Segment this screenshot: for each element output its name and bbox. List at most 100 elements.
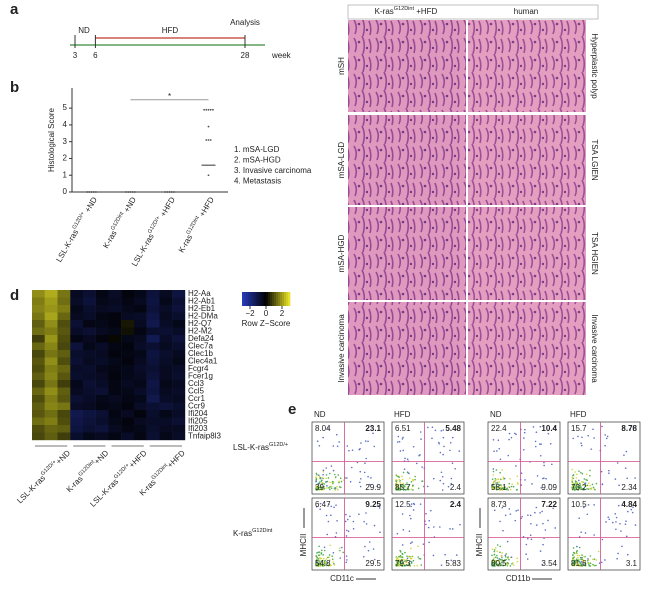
flow-event (505, 553, 508, 555)
flow-event (582, 561, 585, 564)
flow-event (409, 547, 412, 550)
label-part: +HFD (197, 195, 217, 220)
flow-event (504, 556, 507, 558)
flow-event (430, 509, 432, 512)
header-box (347, 4, 599, 20)
flow-event (574, 482, 577, 484)
flow-event (576, 545, 578, 548)
flow-event (364, 440, 367, 442)
flow-event (327, 564, 330, 567)
flow-event (496, 563, 499, 566)
flow-event (601, 483, 604, 485)
x-tick-label: LSL-K-rasG12D/+ +HFD (129, 195, 177, 268)
flow-event (507, 557, 509, 559)
flow-event (324, 559, 326, 562)
flow-event (526, 558, 529, 560)
flow-event (350, 466, 353, 469)
flow-event (396, 562, 399, 564)
flow-event (431, 437, 433, 440)
heatmap-cell (44, 417, 58, 426)
gene-label: H2-DMa (188, 311, 218, 320)
flow-event (571, 481, 573, 483)
group-label: HFD (162, 26, 179, 35)
heatmap-cell (83, 335, 96, 343)
heatmap-cell (57, 327, 71, 336)
unit-label: week (271, 51, 292, 60)
flow-event (497, 439, 500, 441)
flow-event (368, 541, 371, 543)
flow-event (575, 559, 577, 562)
flow-event (411, 541, 413, 543)
heatmap-cell (159, 425, 173, 433)
flow-event (508, 432, 511, 435)
heatmap-cell (32, 395, 45, 403)
flow-event (341, 546, 343, 549)
heatmap-cell (83, 297, 96, 306)
heatmap-cell (83, 432, 96, 441)
data-point (205, 108, 208, 111)
flow-event (493, 550, 496, 553)
flow-event (344, 520, 347, 523)
heatmap-cell (32, 327, 45, 336)
heatmap-cell (121, 290, 135, 298)
flow-event (410, 488, 413, 490)
gene-label: H2-Ab1 (188, 296, 216, 305)
flow-event (326, 533, 329, 536)
flow-event (606, 435, 609, 438)
flow-event (452, 502, 455, 505)
quadrant-value: 2.4 (450, 483, 462, 492)
flow-event (589, 487, 591, 490)
heatmap-cell (44, 365, 58, 373)
flow-event (571, 468, 574, 471)
quadrant-value: 80.5 (491, 559, 507, 568)
flow-event (502, 487, 504, 490)
flow-event (317, 562, 320, 565)
heatmap-cell (121, 410, 135, 418)
flow-event (329, 486, 331, 488)
flow-event (516, 557, 518, 560)
heatmap-cell (70, 425, 84, 433)
flow-event (401, 478, 404, 481)
flow-event (338, 480, 340, 483)
flow-event (496, 482, 499, 484)
flow-event (578, 517, 580, 519)
heatmap-cell (121, 335, 135, 343)
flow-event (592, 563, 594, 566)
flow-event (451, 436, 454, 439)
flow-event (502, 476, 505, 478)
flow-event (589, 474, 591, 477)
axis-label: MHCII (299, 534, 308, 557)
colorbar-step (266, 292, 269, 306)
flow-event (491, 484, 494, 487)
flow-event (509, 478, 511, 480)
flow-event (578, 470, 580, 472)
flow-event (574, 471, 576, 473)
flow-event (336, 519, 338, 522)
label-sup: G12Dint (252, 528, 273, 534)
flow-event (424, 523, 427, 526)
flow-event (498, 558, 501, 560)
heatmap-cell (172, 335, 186, 343)
quadrant-value: 5.83 (445, 559, 461, 568)
heatmap-cell (159, 297, 173, 306)
flow-event (346, 477, 348, 479)
label-part: LSL-K-ras (88, 477, 120, 509)
flow-event (396, 532, 399, 535)
flow-event (325, 477, 327, 480)
heatmap-cell (83, 350, 96, 358)
heatmap-cell (44, 305, 58, 313)
flow-event (511, 483, 513, 486)
colorbar-step (282, 292, 285, 306)
flow-event (632, 506, 634, 509)
heatmap-cell (95, 320, 109, 328)
heatmap-cell (134, 312, 147, 321)
heatmap-cell (121, 342, 135, 351)
flow-event (502, 564, 505, 567)
heatmap-cell (44, 320, 58, 328)
gene-label: Fcer1g (188, 371, 213, 380)
heatmap-cell (172, 297, 186, 306)
flow-event (512, 562, 514, 564)
flow-event (581, 554, 583, 556)
heatmap-cell (70, 297, 84, 306)
flow-event (622, 426, 625, 429)
